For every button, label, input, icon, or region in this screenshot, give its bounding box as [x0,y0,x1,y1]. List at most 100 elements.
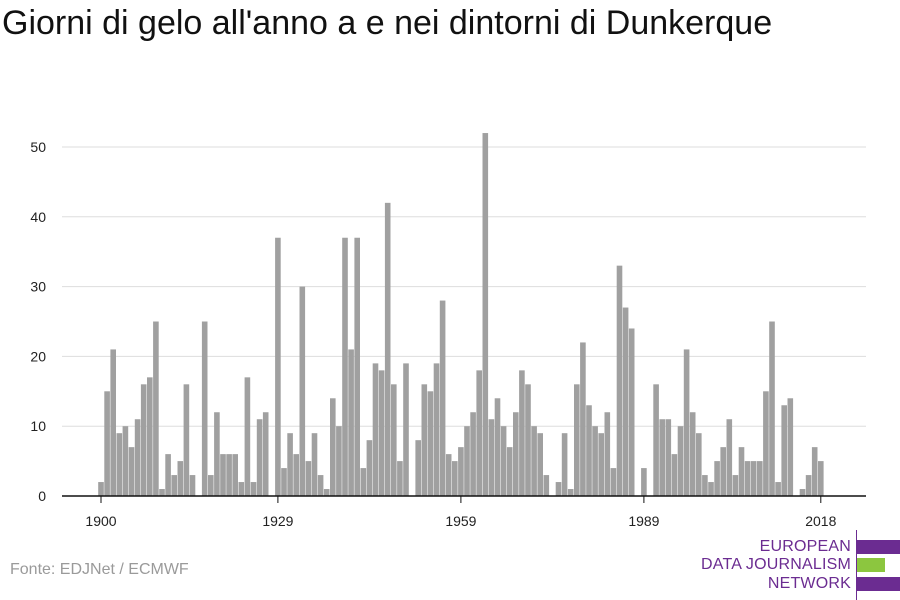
bar-2009 [763,391,769,496]
bar-1939 [336,426,342,496]
bar-1994 [671,454,678,496]
bar-1905 [128,447,135,496]
bar-1933 [299,286,306,496]
bar-1944 [366,440,373,496]
bar-1915 [189,475,196,496]
bar-2007 [750,461,757,496]
bar-1908 [147,377,153,496]
bar-1943 [360,468,367,496]
bar-1941 [348,349,354,496]
bar-1959 [458,447,464,496]
x-tick-label-1929: 1929 [262,513,293,529]
bar-1910 [159,489,165,496]
y-tick-label-10: 10 [30,418,46,434]
edjnet-logo: EUROPEAN DATA JOURNALISM NETWORK [700,530,900,600]
bar-1930 [281,468,287,496]
bar-1932 [293,454,299,496]
bar-1935 [311,433,318,496]
bar-1909 [153,321,159,496]
bar-1920 [220,454,226,496]
y-tick-label-0: 0 [38,488,46,504]
bar-1927 [262,412,269,496]
bar-1900 [98,482,104,496]
x-tick-label-1900: 1900 [85,513,116,529]
logo-bar-purple-top [857,540,900,554]
bar-1953 [421,384,428,496]
bar-1978 [574,384,580,496]
logo-line-network: NETWORK [767,575,851,592]
bar-2013 [787,398,794,496]
source-note: Fonte: EDJNet / ECMWF [10,561,189,578]
bar-1924 [244,377,251,496]
bar-2017 [811,447,818,496]
bar-1960 [464,426,470,496]
bar-2018 [818,461,824,496]
bar-2001 [714,461,720,496]
bar-1902 [110,349,116,496]
bar-1940 [342,237,348,497]
bar-1917 [201,321,208,496]
bar-1979 [580,342,586,496]
bar-1954 [427,391,434,496]
bar-1934 [305,461,312,496]
bar-1997 [689,412,696,496]
bar-1904 [122,426,129,496]
bar-1931 [287,433,293,496]
bar-1981 [592,426,598,496]
bar-1919 [214,412,220,496]
bar-1999 [702,475,708,496]
bar-1906 [134,419,141,496]
bar-1982 [598,433,604,496]
logo-line-european: EUROPEAN [759,538,851,555]
bar-2002 [720,447,726,496]
bar-1986 [622,307,629,496]
bar-1972 [537,433,543,496]
bar-1947 [384,202,391,496]
bar-1965 [494,398,501,496]
bar-1969 [519,370,525,496]
bar-1984 [610,468,617,496]
bar-1985 [616,265,623,496]
bar-2003 [726,419,733,496]
bar-1971 [531,426,537,496]
bar-1973 [543,475,550,496]
bar-1950 [403,363,409,496]
bar-1907 [140,384,147,496]
bar-1923 [238,482,245,496]
bar-1942 [354,237,360,497]
bar-1964 [488,419,495,496]
logo-line-data-journalism: DATA JOURNALISM [701,556,851,573]
bar-1911 [165,454,171,496]
y-tick-label-30: 30 [30,279,46,295]
bar-1956 [439,300,446,496]
bar-1961 [470,412,476,496]
bar-1968 [513,412,519,496]
bar-1970 [525,384,531,496]
bar-1983 [604,412,611,496]
bar-2016 [805,475,812,496]
bar-1995 [677,426,684,496]
y-tick-label-40: 40 [30,209,46,225]
bar-2000 [708,482,714,496]
x-tick-label-2018: 2018 [805,513,836,529]
logo-bar-green [857,558,885,572]
bar-1913 [177,461,184,496]
bar-1966 [500,426,507,496]
y-tick-label-50: 50 [30,139,46,155]
bar-1921 [226,454,232,496]
bar-1992 [659,419,665,496]
bar-1976 [561,433,568,496]
bar-1980 [586,405,592,496]
bar-1926 [256,419,263,496]
bar-1938 [330,398,336,496]
logo-divider [856,530,857,600]
bar-1922 [232,454,238,496]
bar-2008 [757,461,763,496]
x-tick-label-1989: 1989 [628,513,659,529]
bar-2011 [775,482,781,496]
bar-1901 [104,391,110,496]
bar-1977 [567,489,574,496]
bar-1946 [378,370,385,496]
